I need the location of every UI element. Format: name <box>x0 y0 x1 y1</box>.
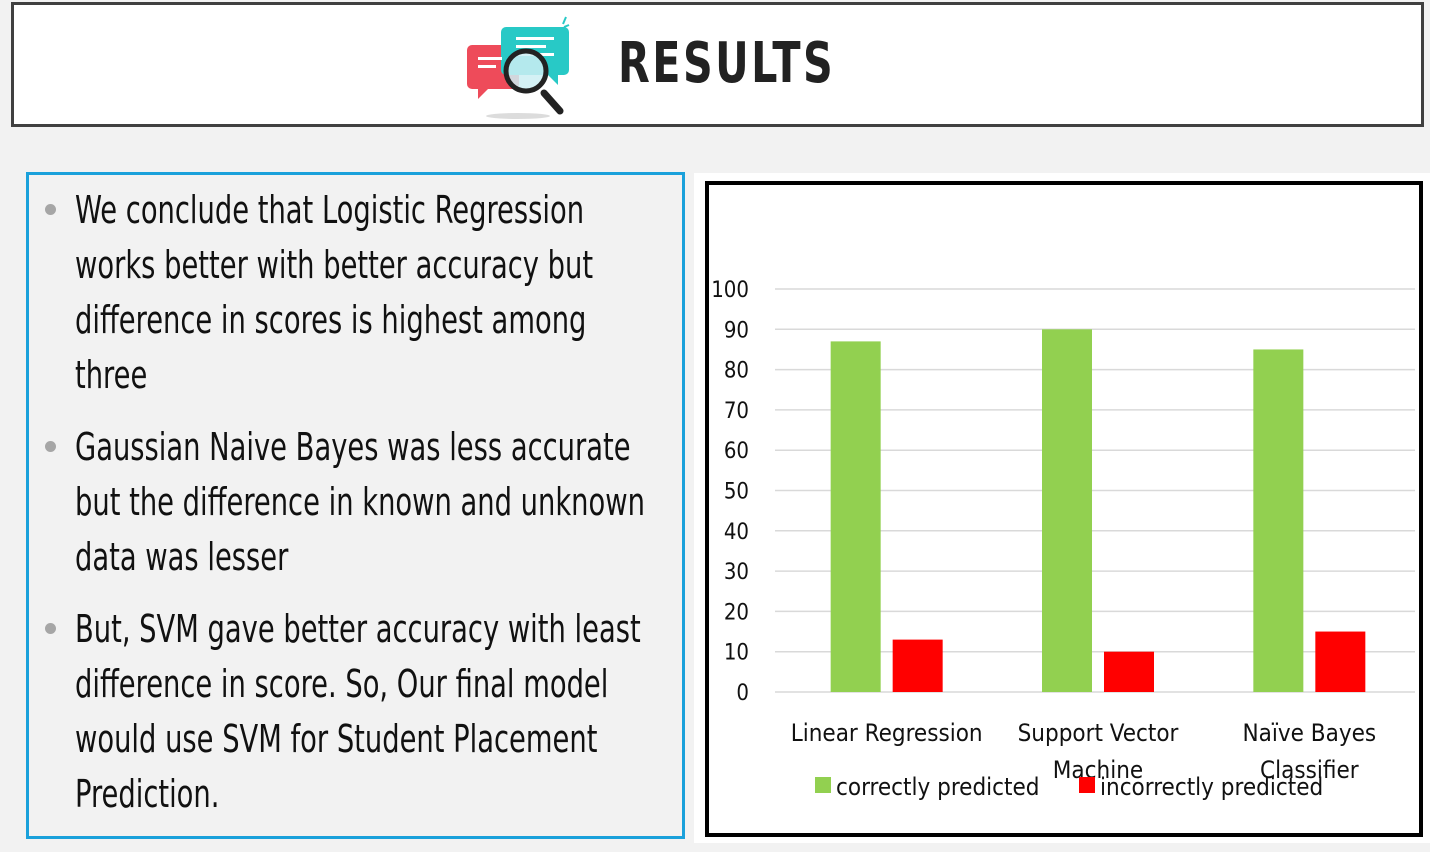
x-category-label: Support Vector <box>1018 719 1179 747</box>
list-item: We conclude that Logistic Regression wor… <box>41 183 681 403</box>
y-tick-label: 30 <box>724 560 749 585</box>
y-tick-label: 90 <box>724 318 749 343</box>
legend-swatch-incorrect <box>1079 777 1095 793</box>
bullet-icon <box>45 623 56 634</box>
list-item: Gaussian Naive Bayes was less accurate b… <box>41 420 681 585</box>
bullet-icon <box>45 441 56 452</box>
legend-label-correct: correctly predicted <box>836 773 1040 801</box>
bar-incorrect <box>892 639 943 692</box>
x-category-label: Naïve Bayes <box>1243 719 1377 747</box>
bar-incorrect <box>1104 651 1154 692</box>
chart-area: 0 10 20 30 40 50 60 70 80 90 100 Linear Regression S… <box>694 173 1430 843</box>
y-tick-label: 40 <box>724 520 749 545</box>
bullet-text: We conclude that Logistic Regression wor… <box>75 188 594 397</box>
y-tick-label: 80 <box>724 359 749 384</box>
bullet-text: Gaussian Naive Bayes was less accurate b… <box>75 425 645 579</box>
page-title: RESULTS <box>618 31 836 96</box>
y-tick-label: 70 <box>724 399 749 424</box>
list-item: But, SVM gave better accuracy with least… <box>41 602 681 822</box>
bullet-list: We conclude that Logistic Regression wor… <box>41 183 681 839</box>
x-category-label: Linear Regression <box>791 719 983 747</box>
x-category-label: Classifier <box>1260 756 1359 784</box>
bullet-text: But, SVM gave better accuracy with least… <box>75 607 641 816</box>
bar-incorrect <box>1315 631 1366 692</box>
y-tick-label: 100 <box>711 278 749 303</box>
y-tick-label: 0 <box>736 681 749 706</box>
legend-label-incorrect: incorrectly predicted <box>1100 773 1323 801</box>
x-category-label: Machine <box>1053 756 1143 784</box>
bar-correct <box>1253 349 1304 692</box>
bar-correct <box>1042 329 1092 692</box>
bullet-icon <box>45 204 56 215</box>
title-banner: RESULTS <box>11 2 1424 127</box>
bar-chart: 0 10 20 30 40 50 60 70 80 90 100 Linear Regression S… <box>711 278 1415 801</box>
y-tick-label: 50 <box>724 480 749 505</box>
bar-correct <box>830 341 881 692</box>
y-tick-label: 10 <box>724 641 749 666</box>
legend-swatch-correct <box>815 777 831 793</box>
y-tick-label: 20 <box>724 600 749 625</box>
y-tick-label: 60 <box>724 439 749 464</box>
conclusion-panel: We conclude that Logistic Regression wor… <box>26 172 685 839</box>
chat-bubbles-magnifier-icon <box>467 16 570 119</box>
chart-frame: 0 10 20 30 40 50 60 70 80 90 100 Linear Regression S… <box>705 181 1423 837</box>
